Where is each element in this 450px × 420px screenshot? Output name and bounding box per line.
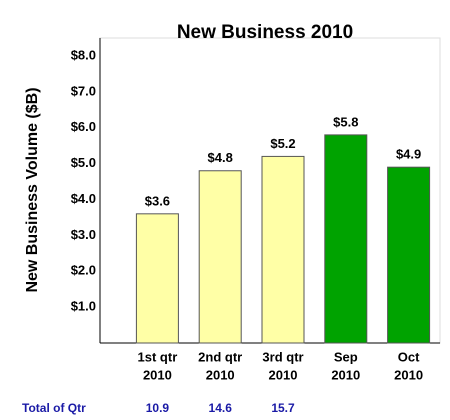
y-tick-label: $6.0 xyxy=(71,119,96,134)
y-tick-label: $5.0 xyxy=(71,155,96,170)
y-axis-label: New Business Volume ($B) xyxy=(24,87,41,292)
x-tick-label: 2010 xyxy=(331,367,360,382)
x-tick-label: 3rd qtr xyxy=(262,349,303,364)
value-label: $4.9 xyxy=(396,147,421,162)
x-tick-label: 2nd qtr xyxy=(198,349,242,364)
value-label: $4.8 xyxy=(208,150,233,165)
y-tick-label: $4.0 xyxy=(71,191,96,206)
value-label: $5.2 xyxy=(270,136,295,151)
bar xyxy=(387,166,431,344)
total-value: 15.7 xyxy=(271,401,295,415)
y-tick-label: $7.0 xyxy=(71,83,96,98)
x-tick-label: Sep xyxy=(334,349,358,364)
x-tick-label: Oct xyxy=(398,349,420,364)
x-tick-label: 2010 xyxy=(143,367,172,382)
bar xyxy=(324,134,368,344)
bar xyxy=(198,170,242,344)
chart-title: New Business 2010 xyxy=(177,22,353,43)
x-tick-label: 1st qtr xyxy=(138,349,178,364)
y-tick-label: $3.0 xyxy=(71,227,96,242)
totals-label: Total of Qtr xyxy=(22,401,86,415)
y-tick-label: $1.0 xyxy=(71,299,96,314)
total-value: 14.6 xyxy=(209,401,233,415)
value-label: $3.6 xyxy=(145,193,170,208)
bar xyxy=(135,213,179,344)
y-tick-label: $8.0 xyxy=(71,47,96,62)
value-label: $5.8 xyxy=(333,114,358,129)
total-value: 10.9 xyxy=(146,401,170,415)
x-tick-label: 2010 xyxy=(206,367,235,382)
x-tick-label: 2010 xyxy=(269,367,298,382)
bar xyxy=(261,155,305,344)
x-tick-label: 2010 xyxy=(394,367,423,382)
y-tick-label: $2.0 xyxy=(71,263,96,278)
